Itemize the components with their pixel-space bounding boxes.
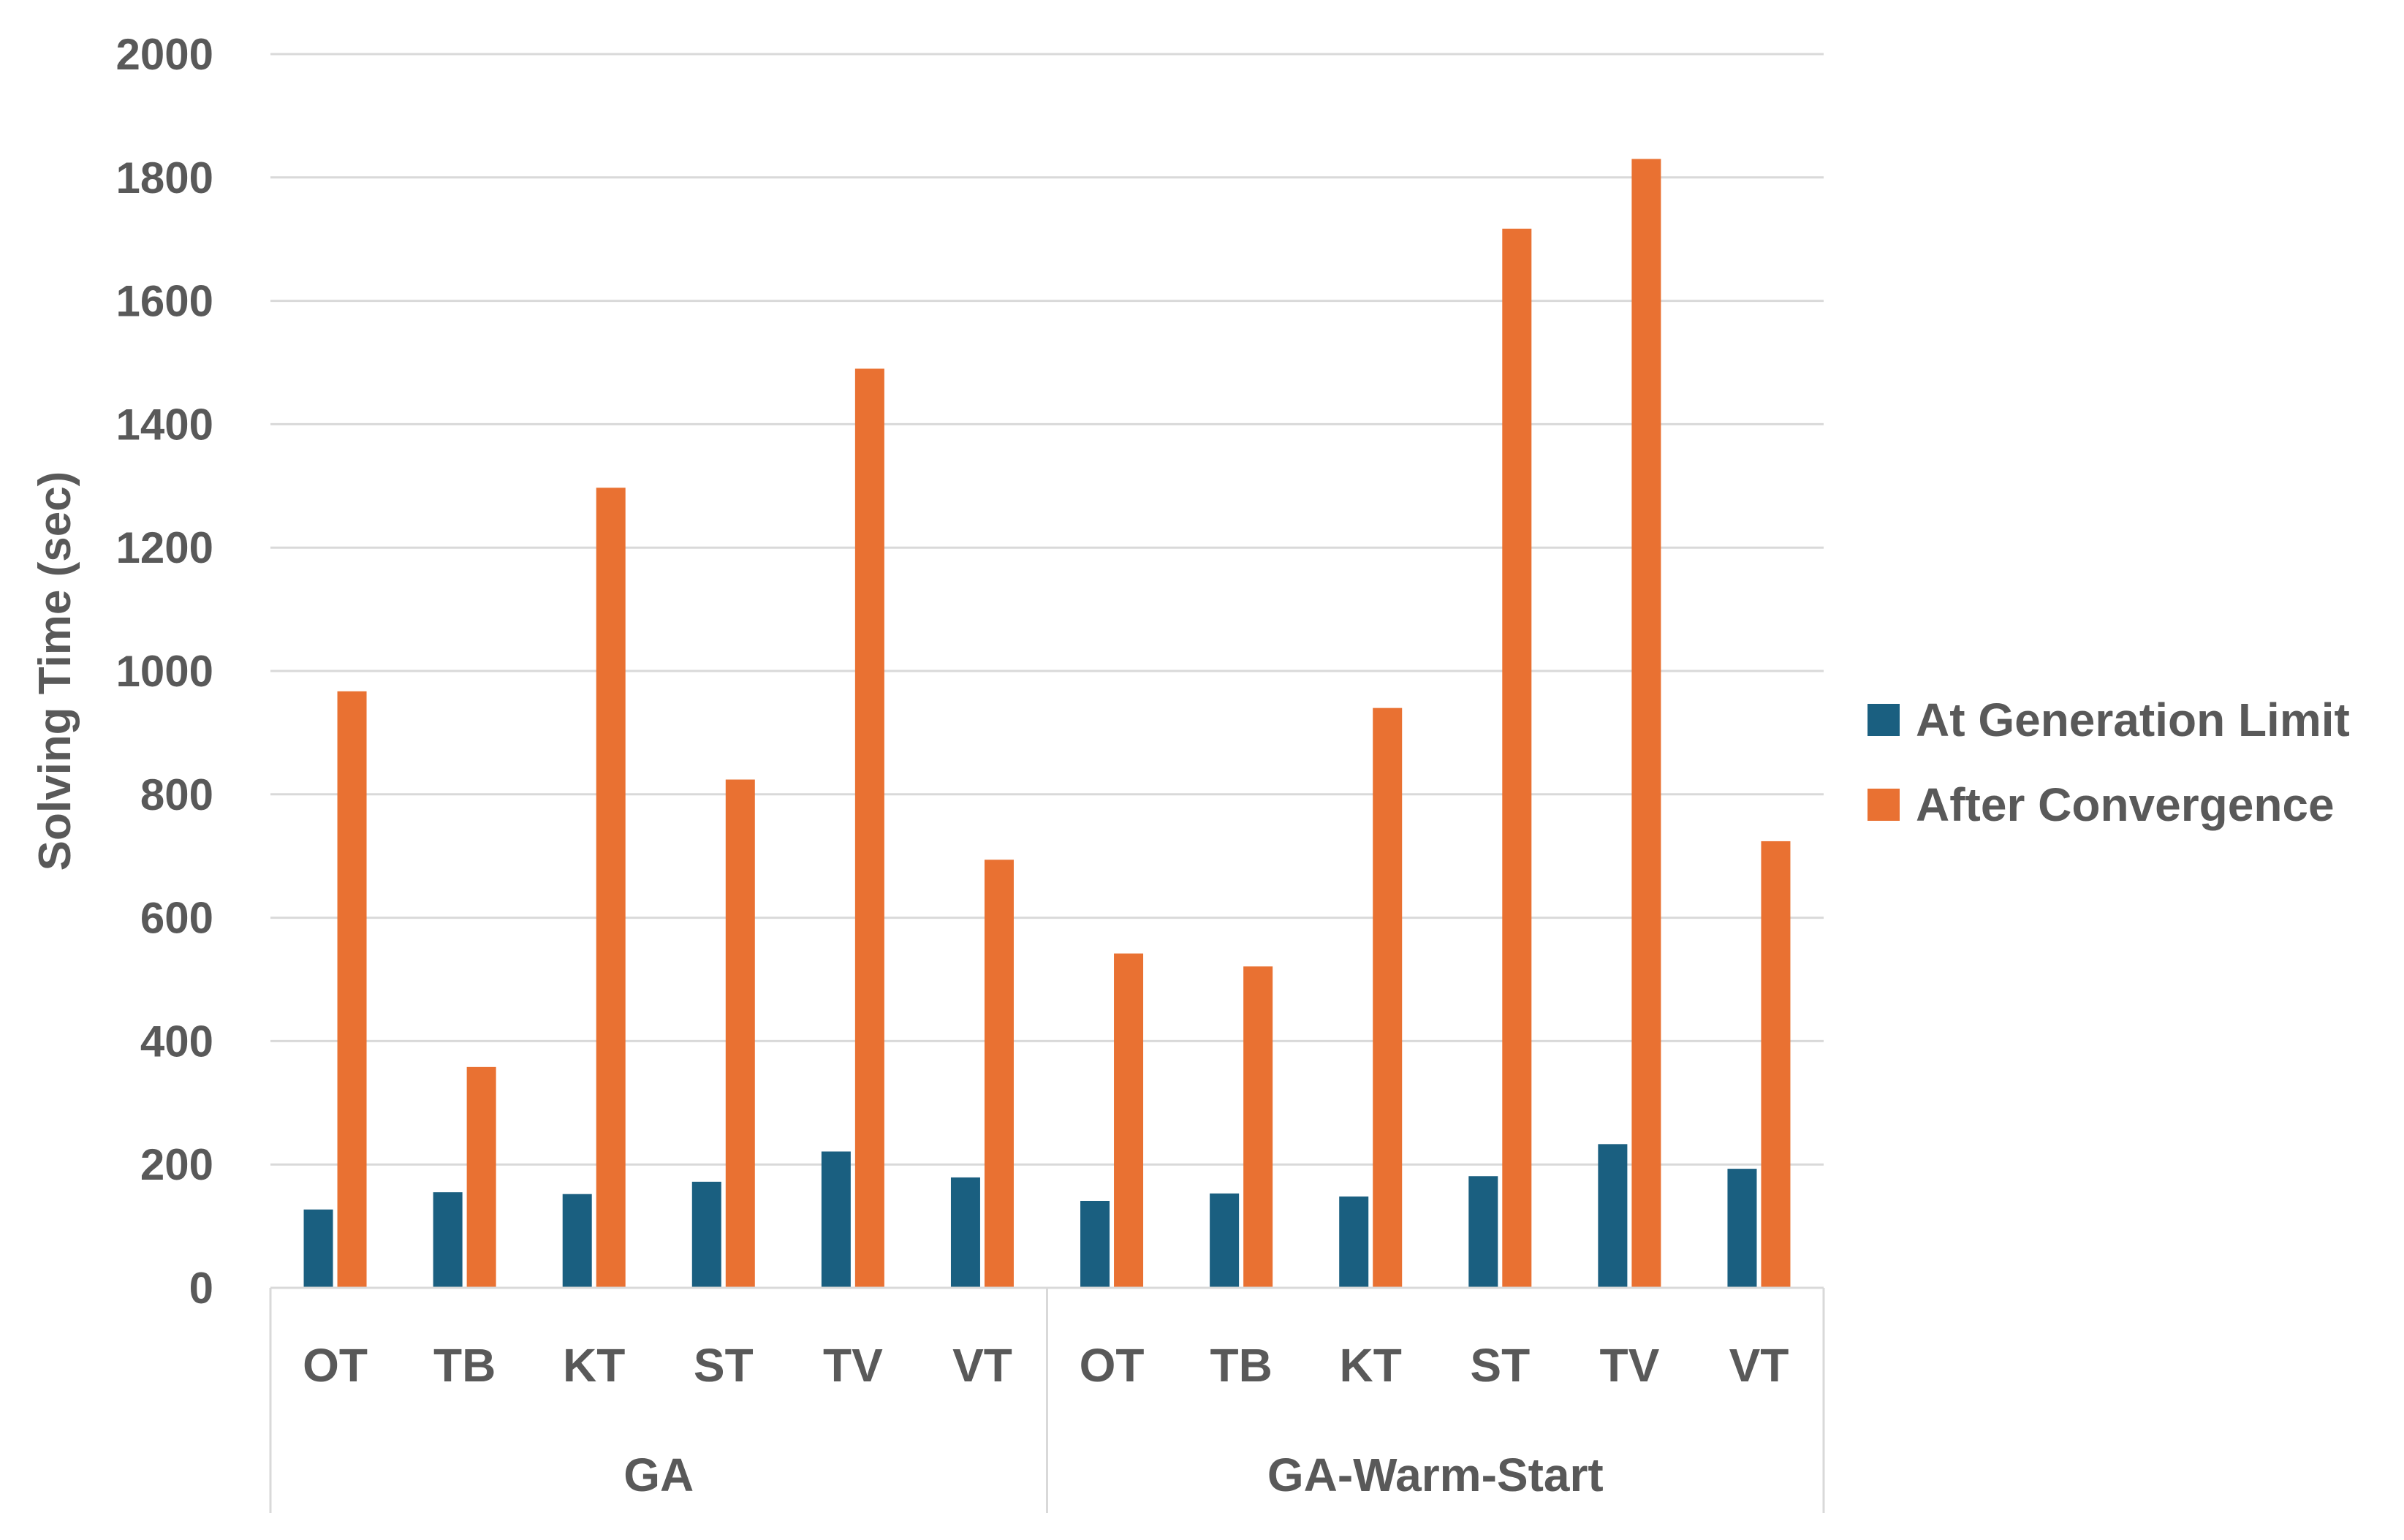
bars [303,159,1791,1289]
x-tick-label: TV [1599,1339,1659,1392]
bar-generation-limit [1080,1200,1110,1288]
x-tick-label: ST [694,1339,754,1392]
bar-generation-limit [950,1177,980,1288]
legend-label: After Convergence [1916,778,2335,831]
group-label: GA [623,1449,694,1501]
legend-swatch [1868,704,1900,736]
bar-after-convergence [1114,953,1144,1288]
bar-after-convergence [1373,708,1403,1288]
legend: At Generation Limit After Convergence [1868,694,2350,831]
x-tick-label: OT [1080,1339,1145,1392]
x-tick-label: KT [1340,1339,1402,1392]
bar-generation-limit [1598,1144,1628,1288]
bar-generation-limit [691,1181,721,1288]
bar-after-convergence [1502,228,1532,1288]
legend-swatch [1868,789,1900,821]
y-tick-label: 1800 [116,153,213,202]
y-tick-label: 800 [140,770,213,819]
x-tick-label: VT [1729,1339,1789,1392]
bar-after-convergence [984,860,1014,1288]
bar-after-convergence [1631,159,1661,1289]
group-label: GA-Warm-Start [1267,1449,1604,1501]
y-tick-label: 200 [140,1140,213,1189]
y-axis-ticks: 0 200 400 600 800 1000 1200 1400 1600 1800 2000 [116,30,213,1313]
bar-generation-limit [433,1192,463,1288]
y-axis-title: Solving Time (sec) [30,471,80,871]
bar-after-convergence [596,488,626,1288]
x-tick-label: TB [433,1339,496,1392]
x-axis: OT TB KT ST TV VT GA OT TB KT ST TV VT GA-Warm-Start [269,1286,1825,1513]
bar-generation-limit [562,1194,592,1288]
bar-generation-limit [303,1209,333,1288]
bar-after-convergence [725,779,755,1288]
bar-after-convergence [1243,966,1273,1288]
x-tick-label: TV [823,1339,883,1392]
y-tick-label: 1600 [116,277,213,326]
bar-after-convergence [854,368,884,1289]
bar-generation-limit [1727,1169,1757,1288]
bar-generation-limit [1210,1193,1240,1288]
y-tick-label: 400 [140,1017,213,1066]
y-tick-label: 600 [140,894,213,943]
bar-after-convergence [337,691,367,1288]
y-tick-label: 2000 [116,30,213,79]
gridlines [270,53,1824,1166]
y-tick-label: 0 [189,1264,213,1313]
legend-label: At Generation Limit [1916,694,2350,746]
bar-generation-limit [821,1151,851,1288]
bar-after-convergence [1761,841,1791,1288]
y-tick-label: 1400 [116,400,213,449]
x-tick-label: TB [1210,1339,1272,1392]
y-tick-label: 1200 [116,523,213,572]
bar-generation-limit [1468,1176,1498,1288]
bar-generation-limit [1339,1196,1369,1288]
x-tick-label: ST [1470,1339,1530,1392]
x-tick-label: KT [563,1339,625,1392]
y-tick-label: 1000 [116,647,213,696]
x-tick-label: OT [303,1339,368,1392]
x-tick-label: VT [952,1339,1012,1392]
bar-after-convergence [466,1066,496,1288]
